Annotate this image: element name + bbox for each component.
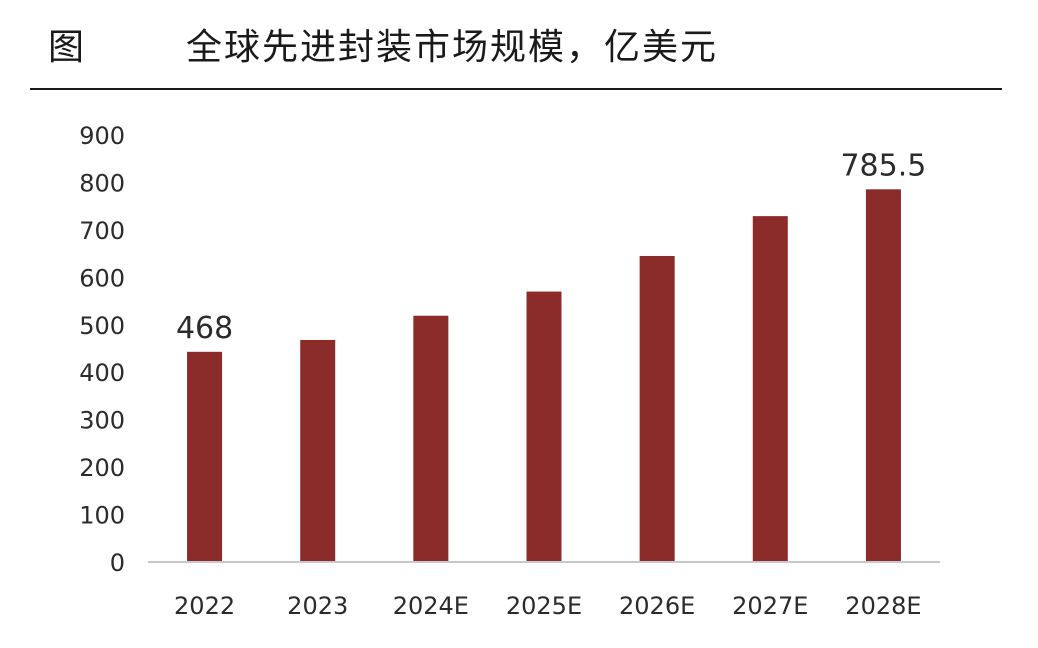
bar-2024E [413,315,449,562]
y-tick-label: 300 [79,407,125,435]
bar-2027E [752,216,788,562]
x-tick-label: 2024E [393,592,469,620]
y-tick-label: 0 [110,549,125,577]
x-tick-label: 2023 [287,592,348,620]
bar-2025E [526,291,562,562]
x-tick-label: 2028E [845,592,921,620]
data-label: 785.5 [840,148,926,183]
bar-2026E [639,255,675,562]
figure-label: 图 [48,27,86,68]
y-tick-label: 400 [79,359,125,387]
y-tick-label: 500 [79,312,125,340]
bar-2028E [865,189,901,562]
x-tick-label: 2025E [506,592,582,620]
bar-2022 [187,351,223,562]
y-tick-label: 600 [79,264,125,292]
bar-2023 [300,339,336,562]
data-label: 468 [176,311,233,346]
y-tick-label: 900 [79,122,125,150]
chart-title: 全球先进封装市场规模，亿美元 [186,27,719,68]
y-tick-label: 700 [79,217,125,245]
title-underline [30,88,1002,90]
x-tick-label: 2022 [174,592,235,620]
y-tick-label: 100 [79,502,125,530]
y-tick-label: 800 [79,169,125,197]
y-tick-label: 200 [79,454,125,482]
x-tick-label: 2027E [732,592,808,620]
x-tick-label: 2026E [619,592,695,620]
